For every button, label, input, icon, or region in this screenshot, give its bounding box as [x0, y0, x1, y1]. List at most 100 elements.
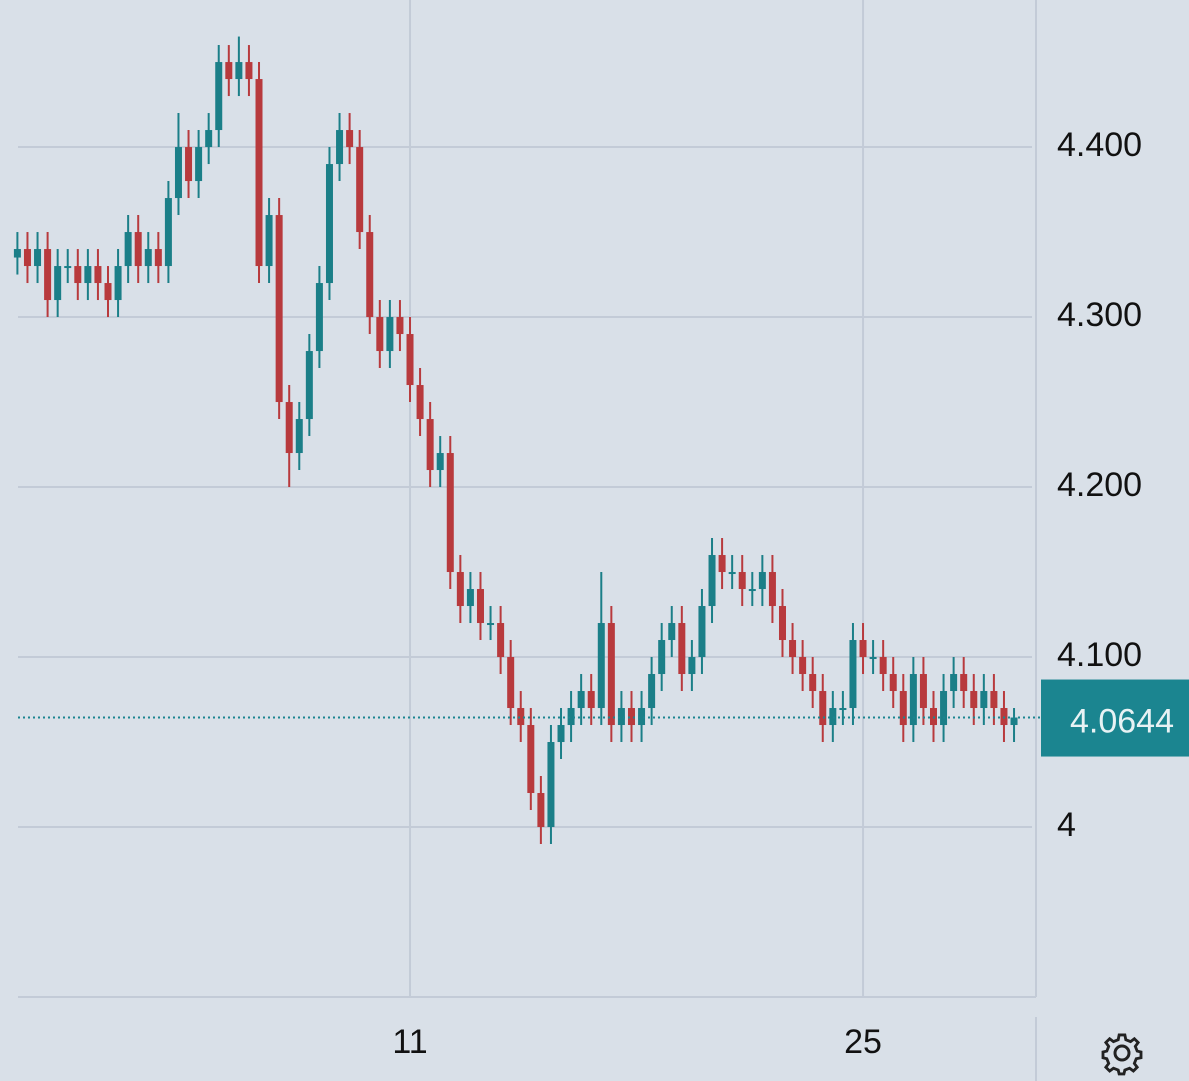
candle-body	[758, 572, 766, 590]
candle-body	[426, 419, 434, 471]
candle-body	[718, 555, 726, 573]
candle-body	[376, 317, 384, 352]
candle-body	[990, 691, 998, 709]
candle-body	[879, 657, 887, 675]
last-price-label: 4.0644	[1070, 703, 1174, 741]
candle-body	[406, 334, 414, 386]
candle-body	[164, 198, 172, 267]
candle-body	[587, 691, 595, 709]
candle-body	[919, 674, 927, 709]
y-tick-label: 4.300	[1057, 296, 1142, 334]
candle-body	[134, 232, 142, 267]
candle-body	[487, 623, 495, 626]
candle-body	[84, 266, 92, 284]
gear-outline	[1101, 1033, 1143, 1076]
candle-body	[255, 79, 263, 267]
candle-body	[809, 674, 817, 692]
candle-body	[839, 708, 847, 711]
candle-body	[1000, 708, 1008, 726]
candle-body	[386, 317, 394, 352]
candle-body	[597, 623, 605, 709]
candle-body	[497, 623, 505, 658]
candle-body	[396, 317, 404, 335]
candle-body	[799, 657, 807, 675]
candle-body	[44, 249, 52, 301]
candle-body	[13, 249, 21, 258]
candle-body	[658, 640, 666, 675]
candle-body	[627, 708, 635, 726]
candle-body	[940, 691, 948, 726]
candle-body	[94, 266, 102, 284]
candle-body	[305, 351, 313, 420]
candle-body	[980, 691, 988, 709]
candle-body	[778, 606, 786, 641]
candle-body	[607, 623, 615, 726]
candle-body	[315, 283, 323, 352]
candle-body	[456, 572, 464, 607]
candle-body	[205, 130, 213, 148]
candle-body	[195, 147, 203, 182]
candle-body	[688, 657, 696, 675]
candle-body	[64, 266, 72, 269]
candle-body	[567, 708, 575, 726]
candle-body	[23, 249, 31, 267]
candle-body	[336, 130, 344, 165]
candle-body	[738, 572, 746, 590]
candle-body	[476, 589, 484, 624]
x-tick-label: 11	[392, 1023, 427, 1061]
candle-body	[668, 623, 676, 641]
candle-body	[295, 419, 303, 454]
candle-body	[527, 725, 535, 794]
last-price-tag	[1041, 679, 1189, 757]
candle-body	[104, 283, 112, 301]
candle-body	[507, 657, 515, 709]
candle-body	[748, 589, 756, 592]
candle-body	[638, 708, 646, 726]
candle-body	[74, 266, 82, 284]
candle-body	[466, 589, 474, 607]
candle-body	[617, 708, 625, 726]
candle-body	[174, 147, 182, 199]
candle-body	[517, 708, 525, 726]
candle-body	[728, 572, 736, 575]
candle-body	[215, 62, 223, 131]
candle-body	[34, 249, 42, 267]
candle-body	[245, 62, 253, 80]
settings-button[interactable]	[1101, 1033, 1143, 1076]
candle-body	[819, 691, 827, 726]
candle-body	[768, 572, 776, 607]
candle-body	[144, 249, 152, 267]
candle-body	[265, 215, 273, 267]
y-tick-label: 4.100	[1057, 636, 1142, 674]
candle-body	[346, 130, 354, 148]
candle-body	[929, 708, 937, 726]
candle-body	[114, 266, 122, 301]
candle-body	[789, 640, 797, 658]
candle-body	[356, 147, 364, 233]
candle-body	[970, 691, 978, 709]
candle-body	[285, 402, 293, 454]
candle-body	[869, 657, 877, 660]
candle-body	[1010, 717, 1018, 726]
candle-body	[889, 674, 897, 692]
candle-body	[899, 691, 907, 726]
candle-body	[577, 691, 585, 709]
candle-body	[537, 793, 545, 828]
candle-body	[225, 62, 233, 80]
candle-body	[275, 215, 283, 403]
candle-body	[708, 555, 716, 607]
y-tick-label: 4.400	[1057, 126, 1142, 164]
candle-body	[849, 640, 857, 709]
y-tick-label: 4.200	[1057, 466, 1142, 504]
candle-body	[235, 62, 243, 80]
candle-body	[366, 232, 374, 318]
candle-body	[154, 249, 162, 267]
candle-body	[698, 606, 706, 658]
candle-body	[648, 674, 656, 709]
candle-body	[950, 674, 958, 692]
candle-body	[557, 725, 565, 743]
x-tick-label: 25	[844, 1023, 882, 1061]
y-tick-label: 4	[1057, 806, 1076, 844]
